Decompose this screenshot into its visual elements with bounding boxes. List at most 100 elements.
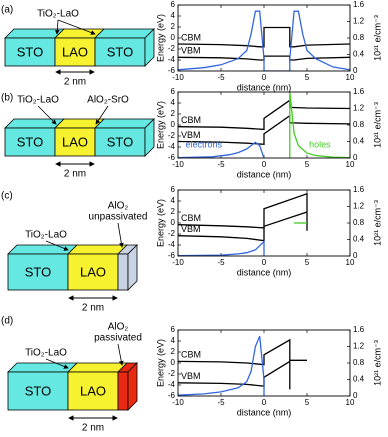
x-tick-label: -5 bbox=[217, 258, 225, 267]
scale-label: 2 nm bbox=[82, 423, 104, 434]
series-line bbox=[178, 26, 350, 48]
x-tick-label: 5 bbox=[305, 398, 310, 407]
block-front bbox=[4, 37, 56, 67]
y-tick-label: 0 bbox=[171, 218, 176, 227]
scale-label: 2 nm bbox=[64, 77, 86, 88]
callout: TiO₂-LaO bbox=[25, 348, 67, 359]
x-tick-label: 0 bbox=[262, 258, 267, 267]
block-front bbox=[7, 371, 69, 411]
y-tick-label: -6 bbox=[168, 66, 176, 75]
x-tick-label: -5 bbox=[217, 73, 225, 82]
y-tick-label: 4 bbox=[171, 11, 176, 20]
y2-tick-label: 1.2 bbox=[353, 17, 365, 26]
callout: AlO₂ bbox=[108, 201, 129, 212]
block-front bbox=[117, 371, 129, 411]
block-label: STO bbox=[25, 383, 52, 398]
x-tick-label: 0 bbox=[262, 398, 267, 407]
y2-tick-label: 1.6 bbox=[353, 185, 365, 194]
x-tick-label: -5 bbox=[217, 398, 225, 407]
y-tick-label: 4 bbox=[171, 336, 176, 345]
y2-tick-label: 0.4 bbox=[353, 375, 365, 384]
block-label: STO bbox=[107, 134, 134, 149]
series-label: VBM bbox=[181, 46, 201, 56]
block-front bbox=[94, 37, 146, 67]
block-label: STO bbox=[17, 134, 44, 149]
y-tick-label: 6 bbox=[171, 185, 176, 194]
block-label: LAO bbox=[62, 44, 88, 59]
x-tick-label: -10 bbox=[172, 258, 184, 267]
series-label: CBM bbox=[181, 213, 201, 223]
y-tick-label: 0 bbox=[171, 358, 176, 367]
y2-tick-label: 1.6 bbox=[353, 0, 365, 9]
block-front bbox=[4, 127, 56, 157]
block-top bbox=[67, 362, 128, 373]
block-front bbox=[67, 253, 119, 291]
y2-tick-label: 1.2 bbox=[353, 342, 365, 351]
y-axis-label: Energy (eV) bbox=[155, 339, 165, 387]
panel-label: (d) bbox=[1, 316, 13, 327]
series-line bbox=[178, 338, 307, 366]
block-side bbox=[144, 118, 155, 157]
callout: TiO₂-LaO bbox=[25, 230, 67, 241]
y-tick-label: 6 bbox=[171, 325, 176, 334]
x-axis-label: distance (nm) bbox=[237, 407, 292, 417]
callout: AlO₂ bbox=[108, 322, 129, 333]
x-axis-label: distance (nm) bbox=[237, 267, 292, 277]
y-tick-label: 0 bbox=[171, 120, 176, 129]
y2-tick-label: 0.4 bbox=[353, 235, 365, 244]
block-top bbox=[94, 118, 155, 129]
series-label: holes bbox=[309, 139, 331, 149]
callout-arrow bbox=[95, 105, 109, 125]
block-label: STO bbox=[107, 44, 134, 59]
y2-tick-label: 0 bbox=[353, 66, 358, 75]
y2-axis-label: 10²¹ e/cm⁻³ bbox=[372, 15, 382, 61]
y-tick-label: -2 bbox=[168, 131, 176, 140]
x-tick-label: 10 bbox=[346, 398, 355, 407]
panel-label: (c) bbox=[1, 191, 13, 202]
scale-label: 2 nm bbox=[82, 303, 104, 314]
y-tick-label: -6 bbox=[168, 153, 176, 162]
callout: AlO₂-SrO bbox=[87, 95, 129, 106]
callout: TiO₂-LaO bbox=[37, 9, 79, 20]
y-tick-label: 2 bbox=[171, 109, 176, 118]
y-tick-label: -2 bbox=[168, 369, 176, 378]
block-top bbox=[67, 244, 128, 255]
x-tick-label: -10 bbox=[172, 398, 184, 407]
block-front bbox=[7, 253, 69, 291]
y-axis-label: Energy (eV) bbox=[155, 14, 165, 62]
plot-frame bbox=[177, 329, 351, 397]
block-front bbox=[54, 37, 96, 67]
callout-arrow bbox=[45, 358, 69, 369]
y2-axis-label: 10²¹ e/cm⁻³ bbox=[372, 200, 382, 246]
series-line bbox=[178, 99, 350, 131]
series-line bbox=[178, 10, 350, 71]
series-label: electrons bbox=[186, 139, 223, 149]
block-side bbox=[127, 362, 138, 411]
y-tick-label: -4 bbox=[168, 380, 176, 389]
y-tick-label: 6 bbox=[171, 0, 176, 9]
y-axis-label: Energy (eV) bbox=[155, 199, 165, 247]
y2-tick-label: 1.6 bbox=[353, 87, 365, 96]
y2-tick-label: 0.8 bbox=[353, 358, 365, 367]
block-label: LAO bbox=[80, 383, 106, 398]
y2-tick-label: 1.2 bbox=[353, 104, 365, 113]
y-tick-label: 2 bbox=[171, 347, 176, 356]
block-label: LAO bbox=[62, 134, 88, 149]
series-label: CBM bbox=[181, 115, 201, 125]
series-line bbox=[178, 335, 265, 396]
x-tick-label: -5 bbox=[217, 160, 225, 169]
y2-axis-label: 10²¹ e/cm⁻³ bbox=[372, 340, 382, 386]
plot-frame bbox=[177, 189, 351, 257]
block-front bbox=[54, 127, 96, 157]
x-tick-label: 10 bbox=[346, 73, 355, 82]
y2-tick-label: 0.8 bbox=[353, 120, 365, 129]
y-tick-label: 2 bbox=[171, 207, 176, 216]
y-tick-label: 2 bbox=[171, 22, 176, 31]
y-tick-label: 4 bbox=[171, 98, 176, 107]
x-tick-label: 10 bbox=[346, 258, 355, 267]
series-line bbox=[178, 141, 265, 158]
block-label: LAO bbox=[80, 264, 106, 279]
callout-arrow bbox=[54, 19, 60, 35]
y-tick-label: 6 bbox=[171, 87, 176, 96]
series-line bbox=[178, 211, 308, 242]
